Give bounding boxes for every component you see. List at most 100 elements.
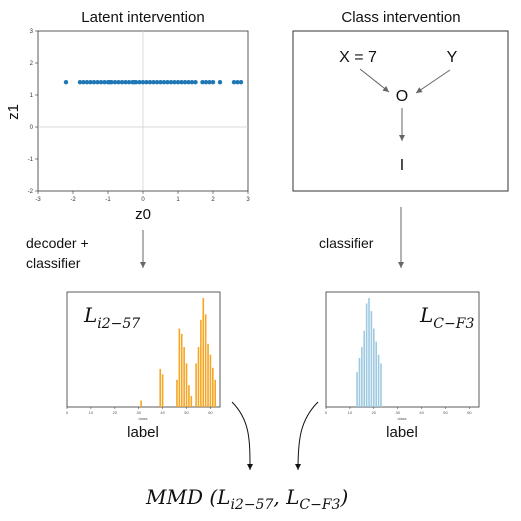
y-axis-label-z1: z1 — [5, 104, 22, 120]
scatter-point — [119, 80, 125, 85]
formula-a-sub: i2−57 — [230, 497, 273, 513]
right-hist-bar — [356, 372, 358, 407]
node-y: Y — [447, 49, 458, 66]
left-hist-bar — [140, 400, 142, 407]
left-histogram-frame — [66, 291, 221, 408]
curved-arrow-left — [231, 401, 253, 471]
right-hist-bar — [365, 303, 368, 407]
left-hist-bar — [183, 347, 185, 407]
node-o: O — [396, 88, 408, 105]
left-hist-title-main: L — [83, 303, 97, 327]
scatter-point — [98, 80, 104, 85]
scatter-point — [133, 80, 139, 85]
right-hist-x-tick-label: 30 — [395, 410, 400, 415]
scatter-point — [140, 80, 146, 85]
arrow-right-label: classifier — [319, 235, 374, 251]
edge-y-to-o — [415, 69, 451, 94]
right-hist-x-tick-label: 0 — [325, 410, 328, 415]
scatter-point — [84, 80, 90, 85]
scatter-point — [200, 80, 205, 85]
left-hist-x-tick-label: 10 — [89, 410, 94, 415]
right-histogram-frame — [325, 291, 480, 408]
right-hist-x-tick-label: 40 — [419, 410, 424, 415]
right-hist-bar — [368, 298, 370, 407]
scatter-point — [109, 80, 114, 85]
scatter-point — [165, 80, 170, 85]
scatter-x-tick-label: -2 — [70, 197, 76, 203]
right-hist-x-tick-label: 10 — [348, 410, 353, 415]
left-hist-bar — [197, 347, 200, 407]
scatter-point — [207, 80, 212, 85]
formula-b-sub: C−F3 — [299, 497, 340, 513]
left-hist-small-axis-label: class — [138, 416, 147, 421]
right-hist-small-axis-label: class — [397, 416, 406, 421]
right-hist-x-tick-label: 60 — [467, 410, 472, 415]
class-panel-title: Class intervention — [341, 9, 460, 26]
right-hist-bar — [363, 330, 366, 407]
right-hist-x-tick-label: 50 — [443, 410, 448, 415]
scatter-point — [63, 80, 69, 85]
right-hist-bar — [370, 311, 373, 407]
latent-panel-title: Latent intervention — [81, 9, 204, 26]
formula-a-main: L — [216, 485, 230, 509]
scatter-y-tick-label: -2 — [28, 189, 34, 195]
left-hist-bar — [209, 354, 212, 407]
scatter-x-tick-label: -1 — [105, 197, 111, 203]
scatter-point — [126, 80, 132, 85]
left-hist-title-sub: i2−57 — [97, 316, 140, 332]
scatter-point — [217, 80, 223, 85]
scatter-x-tick-label: 0 — [141, 197, 145, 203]
scatter-point — [154, 80, 160, 85]
formula-b-main: L — [285, 485, 299, 509]
left-hist-bar — [190, 396, 193, 407]
scatter-point — [88, 80, 93, 85]
scatter-y-tick-label: -1 — [28, 157, 34, 163]
scatter-point — [210, 80, 216, 85]
scatter-x-tick-label: 2 — [211, 197, 215, 203]
right-hist-bar — [377, 354, 380, 407]
arrow-left-label-line2: classifier — [26, 255, 81, 271]
left-hist-x-tick-label: 30 — [136, 410, 141, 415]
right-hist-bar — [373, 328, 375, 407]
scatter-x-tick-label: -3 — [35, 197, 41, 203]
right-hist-bar — [358, 357, 361, 407]
left-hist-bar — [212, 367, 214, 407]
right-hist-x-label: label — [386, 424, 418, 441]
scatter-point — [238, 80, 244, 85]
scatter-point — [179, 80, 184, 85]
scatter-y-tick-label: 1 — [30, 93, 34, 99]
right-histogram: 0 10 20 30 40 50 60 class LC−F3 — [325, 291, 480, 421]
scatter-point — [193, 80, 198, 85]
scatter-point — [116, 80, 121, 85]
scatter-point — [123, 80, 128, 85]
left-hist-bar — [207, 343, 209, 407]
scatter-point — [189, 80, 195, 85]
left-hist-bar — [176, 379, 178, 407]
scatter-point — [175, 80, 181, 85]
scatter-point — [91, 80, 97, 85]
left-hist-bar — [161, 374, 164, 407]
right-hist-bar — [361, 347, 363, 407]
left-hist-bar — [178, 328, 181, 407]
scatter-point — [151, 80, 156, 85]
scatter-y-tick-label: 2 — [30, 61, 34, 67]
scatter-point — [182, 80, 188, 85]
scatter-point — [81, 80, 86, 85]
right-hist-title: LC−F3 — [419, 303, 474, 332]
scatter-point — [168, 80, 174, 85]
scatter-point — [144, 80, 149, 85]
formula-suffix: ) — [339, 485, 348, 509]
left-hist-x-tick-label: 50 — [184, 410, 189, 415]
left-histogram: 0 10 20 30 40 50 60 class Li2−57 — [66, 291, 221, 421]
scatter-point — [161, 80, 167, 85]
left-hist-x-tick-label: 0 — [66, 410, 69, 415]
left-hist-bar — [200, 319, 202, 407]
left-hist-bar — [214, 379, 217, 407]
scatter-point — [186, 80, 191, 85]
scatter-point — [231, 80, 237, 85]
scatter-y-tick-label: 3 — [30, 29, 34, 35]
formula-prefix: MMD ( — [145, 485, 218, 509]
x-axis-label-z0: z0 — [135, 206, 151, 223]
